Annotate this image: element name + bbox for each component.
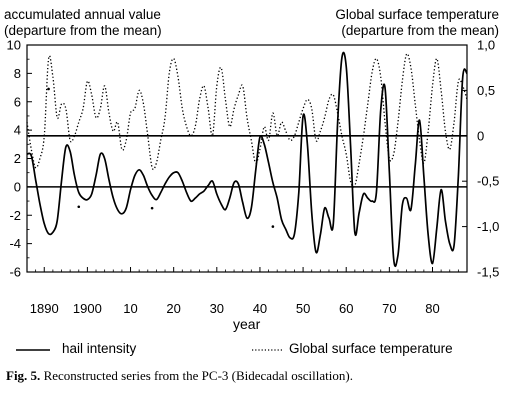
y-right-tick-label: -1,0 — [477, 219, 499, 234]
x-tick-label: 40 — [253, 301, 267, 316]
y-left-tick-label: 4 — [14, 123, 21, 138]
series-group — [26, 51, 468, 268]
x-tick-label: 80 — [425, 301, 439, 316]
ticks-group — [27, 44, 468, 273]
y-left-tick-label: -6 — [9, 265, 21, 280]
series-point — [271, 225, 275, 228]
series-line-temperature — [26, 53, 468, 188]
series-point — [150, 206, 154, 210]
plot-frame-group — [26, 44, 468, 273]
left-axis-title-line2: (departure from the mean) — [4, 23, 162, 38]
series-line-hail — [26, 51, 468, 268]
caption-text: Reconstructed series from the PC-3 (Bide… — [43, 368, 353, 383]
x-tick-label: 60 — [339, 301, 353, 316]
y-left-tick-label: 2 — [14, 151, 21, 166]
y-right-tick-label: 1,0 — [477, 38, 495, 53]
y-right-tick-label: 0,5 — [477, 83, 495, 98]
x-tick-label: 50 — [296, 301, 310, 316]
y-left-tick-label: 0 — [14, 179, 21, 194]
y-left-tick-label: -2 — [9, 208, 21, 223]
right-axis-title-line2: (departure from the mean) — [341, 23, 499, 38]
x-tick-label: 20 — [166, 301, 180, 316]
y-right-tick-label: 0 — [477, 128, 484, 143]
legend-label-temperature: Global surface temperature — [289, 341, 453, 356]
right-axis-title-line1: Global surface temperature — [335, 7, 499, 22]
x-tick-label: 10 — [123, 301, 137, 316]
left-axis-title-line1: accumulated annual value — [4, 7, 161, 22]
y-left-tick-label: 6 — [14, 94, 21, 109]
plot-frame — [26, 44, 468, 273]
x-tick-label: 70 — [382, 301, 396, 316]
legend-dotted-swatch — [252, 349, 282, 351]
x-tick-label: 1900 — [73, 301, 102, 316]
series-point — [47, 87, 50, 91]
legend-label-hail: hail intensity — [62, 341, 137, 356]
y-right-tick-label: -1,5 — [477, 265, 499, 280]
tick-labels-group: 1890 1900 10 20 30 40 50 60 70 80 -6 -4 -2 0 2 4 6 8 10 1,0… — [7, 38, 500, 317]
y-right-tick-label: -0,5 — [477, 174, 499, 189]
x-tick-label: 1890 — [30, 301, 59, 316]
y-left-tick-label: -4 — [9, 236, 21, 251]
y-left-tick-label: 8 — [14, 66, 21, 81]
x-axis-label: year — [233, 316, 261, 332]
legend-solid-swatch — [16, 349, 50, 351]
x-tick-label: 30 — [210, 301, 224, 316]
series-point — [77, 205, 81, 209]
caption-label: Fig. 5. — [6, 368, 41, 383]
y-left-tick-label: 10 — [7, 38, 21, 53]
reference-lines-group — [27, 135, 467, 188]
figure-caption: Fig. 5. Reconstructed series from the PC… — [6, 368, 353, 384]
